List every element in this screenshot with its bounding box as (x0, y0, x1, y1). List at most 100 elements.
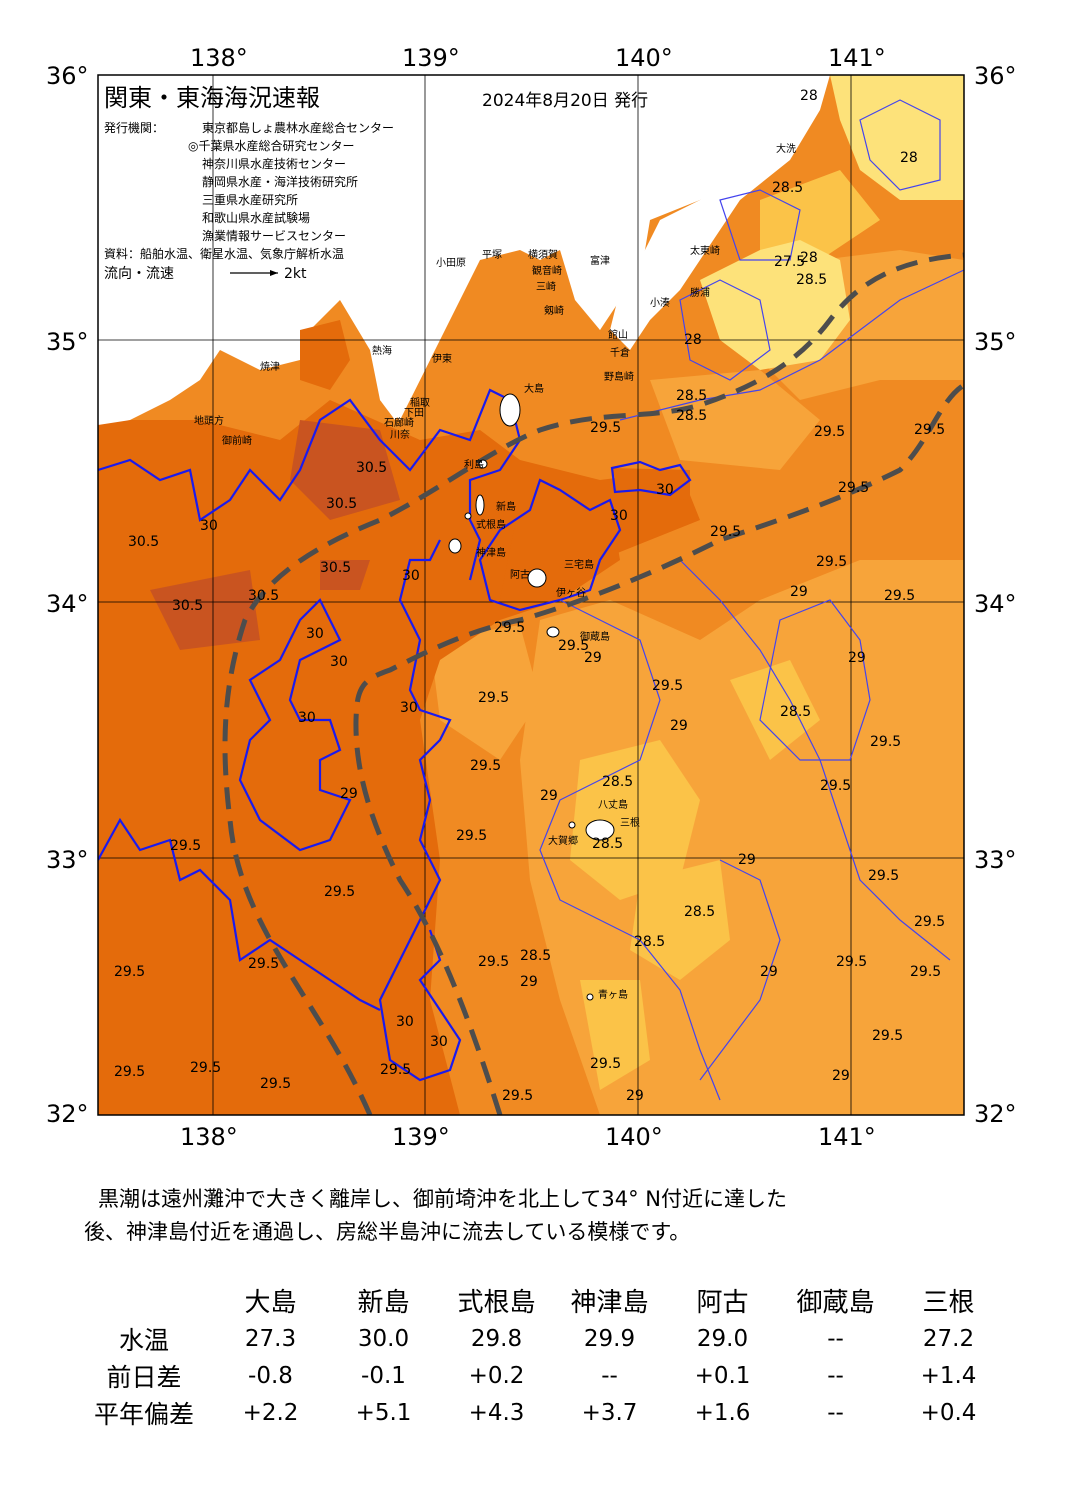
contour-label: 30.5 (248, 588, 279, 604)
place-label: 神津島 (476, 546, 506, 559)
kuroshio-axis (222, 252, 964, 1115)
contour-label: 29.5 (494, 620, 525, 636)
place-label: 横須賀 (528, 248, 558, 261)
column-header: 新島 (357, 1287, 410, 1318)
table-cell: -- (827, 1362, 844, 1389)
contour-label: 30.5 (128, 534, 159, 550)
place-label: 石廊崎 (384, 416, 414, 429)
contour-label: 28 (684, 332, 702, 348)
axis-labels: 138° 139° 140° 141° 138° 139° 140° 141° … (46, 44, 1017, 1150)
contour-label: 29.5 (478, 690, 509, 706)
contour-label: 30 (610, 508, 628, 524)
contour-labels: 28 28 28.5 27.5 28 28.5 28 28.5 28.5 29.… (114, 88, 945, 1104)
column-header: 式根島 (457, 1287, 536, 1318)
contour-label: 29.5 (814, 424, 845, 440)
lon-label-top: 141° (828, 44, 886, 72)
contour-label: 30 (298, 710, 316, 726)
table-cell: +2.2 (242, 1399, 299, 1426)
lat-label-left: 36° (46, 62, 89, 90)
contour-label: 29.5 (816, 554, 847, 570)
contour-label: 29.5 (324, 884, 355, 900)
table-cell: +1.6 (694, 1399, 751, 1426)
contour-label: 29.5 (590, 420, 621, 436)
lat-label-left: 34° (46, 590, 89, 618)
column-header: 御蔵島 (796, 1287, 875, 1318)
place-label: 青ヶ島 (598, 988, 628, 1001)
map-title: 関東・東海海況速報 (104, 84, 320, 112)
contour-label: 29.5 (914, 422, 945, 438)
contour-label: 28.5 (676, 388, 707, 404)
contour-label: 30 (330, 654, 348, 670)
lon-label-top: 140° (615, 44, 673, 72)
issuer: 静岡県水産・海洋技術研究所 (202, 174, 358, 189)
table-cell: +0.2 (468, 1362, 525, 1389)
table-cell: +1.4 (920, 1362, 977, 1389)
contour-label: 29 (520, 974, 538, 990)
contour-label: 28 (800, 88, 818, 104)
place-label: 御前崎 (222, 434, 252, 447)
table-cell: +3.7 (581, 1399, 638, 1426)
contour-label: 29.5 (248, 956, 279, 972)
table-cell: -- (827, 1399, 844, 1426)
contour-label: 30.5 (356, 460, 387, 476)
lat-label-right: 36° (974, 62, 1017, 90)
place-label: 川奈 (390, 428, 410, 441)
contour-label: 29.5 (170, 838, 201, 854)
contour-label: 28.5 (684, 904, 715, 920)
flow-scale-value: 2kt (284, 266, 307, 282)
lat-label-right: 34° (974, 590, 1017, 618)
contour-label: 30 (430, 1034, 448, 1050)
place-label: 三根 (620, 816, 640, 829)
contour-label: 29.5 (884, 588, 915, 604)
place-label: 三崎 (536, 280, 556, 293)
column-header: 三根 (922, 1287, 975, 1318)
contour-label: 29.5 (872, 1028, 903, 1044)
contour-label: 30 (402, 568, 420, 584)
table-cell: -- (601, 1362, 618, 1389)
place-label: 焼津 (260, 361, 280, 373)
contour-label: 29.5 (558, 638, 589, 654)
contours (98, 99, 964, 1101)
contour-label: 29.5 (652, 678, 683, 694)
contour-label: 29.5 (114, 1064, 145, 1080)
contour-label: 30 (200, 518, 218, 534)
flow-legend-label: 流向・流速 (104, 266, 174, 282)
place-label: 太東崎 (690, 244, 720, 257)
contour-label: 29.5 (380, 1062, 411, 1078)
contour-label: 29 (832, 1068, 850, 1084)
contour-label: 29.5 (870, 734, 901, 750)
summary-text: 黒潮は遠州灘沖で大きく離岸し、御前埼沖を北上して34° N付近に達した 後、神津… (84, 1183, 984, 1249)
sst-map: 138° 139° 140° 141° 138° 139° 140° 141° … (46, 44, 1017, 1150)
place-label: 小湊 (650, 296, 670, 309)
place-label: 利島 (464, 458, 484, 471)
map-header: 関東・東海海況速報 2024年8月20日 発行 発行機関： 東京都島しょ農林水産… (104, 84, 648, 282)
contour-label: 28.5 (676, 408, 707, 424)
contour-label: 29 (670, 718, 688, 734)
issuer: ◎千葉県水産総合研究センター (188, 138, 354, 153)
lat-label-left: 33° (46, 846, 89, 874)
place-label: 新島 (496, 500, 516, 513)
contour-label: 27.5 (774, 254, 805, 270)
contour-label: 30.5 (326, 496, 357, 512)
place-label: 御蔵島 (580, 630, 610, 643)
table-cell: 29.0 (696, 1325, 749, 1352)
table-cell: 29.8 (470, 1325, 523, 1352)
contour-label: 28.5 (796, 272, 827, 288)
table-corner (74, 1280, 214, 1320)
contour-label: 29 (540, 788, 558, 804)
contour-label: 29.5 (470, 758, 501, 774)
table-cell: 29.9 (583, 1325, 636, 1352)
place-label: 八丈島 (598, 798, 628, 811)
contour-label: 29.5 (260, 1076, 291, 1092)
column-header: 大島 (244, 1287, 297, 1318)
table-cell: +0.4 (920, 1399, 977, 1426)
contour-label: 29.5 (114, 964, 145, 980)
issuer: 三重県水産研究所 (202, 192, 298, 207)
place-label: 小田原 (436, 257, 466, 269)
lon-label-bottom: 140° (605, 1123, 663, 1150)
place-names: 大洗 太東崎 勝浦 小湊 富津 館山 千倉 野島崎 横須賀 観音崎 三崎 剱崎 … (194, 142, 796, 1001)
place-label: 下田 (404, 408, 424, 419)
contour-label: 29.5 (478, 954, 509, 970)
lon-label-bottom: 141° (818, 1123, 876, 1150)
place-label: 大洗 (776, 142, 796, 155)
